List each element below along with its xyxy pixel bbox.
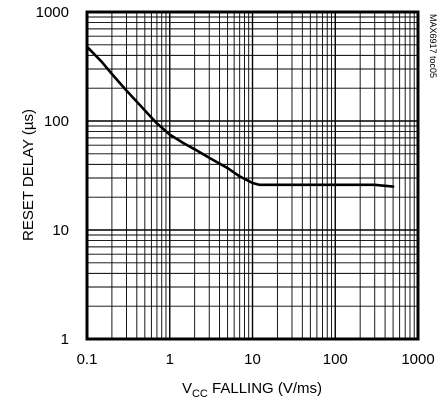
x-tick-label: 10 [244,351,261,368]
x-tick-label: 0.1 [77,351,98,368]
series-line-1 [85,45,395,188]
x-axis-label-suffix: FALLING (V/ms) [208,380,322,397]
y-tick-label: 10 [52,222,69,239]
x-axis-label-prefix: V [182,380,192,397]
x-tick-label: 1000 [401,351,434,368]
plot-frame [85,10,420,341]
x-axis-label-subscript: CC [192,388,208,400]
chart-tag: MAX6917 toc05 [428,14,438,78]
x-tick-label: 100 [323,351,348,368]
y-tick-label: 1000 [36,4,69,21]
grid-lines [87,12,418,339]
series-group [85,45,395,188]
y-tick-label: 100 [44,113,69,130]
y-axis-label: RESET DELAY (µs) [20,109,37,241]
y-tick-label: 1 [61,331,69,348]
x-axis-label: VCC FALLING (V/ms) [182,380,322,400]
x-tick-label: 1 [166,351,174,368]
tick-labels: 0.1 1 10 100 1000 1 10 100 1000 [36,4,435,368]
